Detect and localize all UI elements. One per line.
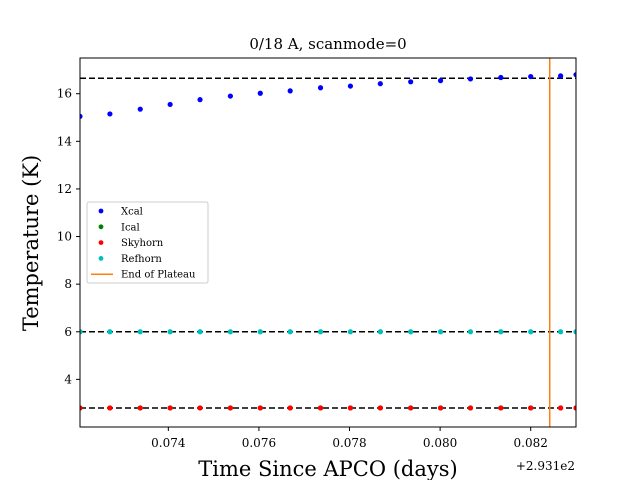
legend-label: Skyhorn [121,238,164,249]
legend-box [86,201,209,284]
refhorn-point [408,329,414,335]
refhorn-point [317,329,324,335]
legend-marker-skyhorn [98,240,104,246]
xcal-point [197,97,203,103]
refhorn-point [528,329,534,335]
refhorn-point [80,329,83,335]
y-axis: 4 6 8 10 12 14 16 [57,87,80,386]
legend-marker-refhorn [98,256,104,261]
skyhorn-point [377,405,383,411]
refhorn-point [498,329,504,335]
refhorn-point [287,329,293,335]
xcal-point [557,73,564,79]
skyhorn-point [557,405,564,411]
xcal-point [107,111,113,117]
xcal-point [573,72,576,78]
plot-marks [80,58,576,427]
y-tick-label: 14 [57,134,73,148]
y-tick-label: 6 [64,325,72,339]
skyhorn-point [408,405,414,411]
refhorn-point [467,329,474,335]
x-tick-label: 0.078 [332,436,366,450]
refhorn-point [257,329,263,335]
xcal-point [437,78,444,84]
y-tick-label: 16 [57,87,72,101]
skyhorn-point [257,405,263,411]
skyhorn-point [137,405,143,411]
plot-area [79,57,577,428]
chart-title: 0/18 A, scanmode=0 [249,35,406,53]
xcal-point [377,81,383,87]
skyhorn-point [437,405,444,411]
plot-frame [79,57,577,428]
skyhorn-point [167,405,173,411]
xcal-point [498,74,504,81]
skyhorn-point [197,405,203,411]
x-tick-label: 0.074 [151,436,186,450]
legend-label: Refhorn [121,254,162,265]
xcal-point [137,106,143,112]
skyhorn-point [107,405,113,411]
y-axis-label: Temperature (K) [19,155,43,331]
skyhorn-point [573,405,576,411]
legend: Xcal Ical Skyhorn Refhorn End of Plateau [86,201,209,284]
refhorn-point [107,329,113,335]
x-tick-label: 0.082 [514,436,548,450]
xcal-point [257,90,263,96]
x-tick-label: 0.076 [242,436,276,450]
xcal-point [528,73,534,80]
y-tick-label: 12 [57,182,72,196]
skyhorn-point [498,405,504,411]
skyhorn-point [227,405,233,411]
y-tick-label: 10 [57,230,72,244]
refhorn-point [137,329,143,335]
skyhorn-point [528,405,534,411]
x-axis-label: Time Since APCO (days) [198,457,457,480]
skyhorn-point [80,405,83,411]
refhorn-point [557,329,564,335]
refhorn-point [167,329,173,335]
legend-marker-xcal [98,208,104,214]
y-tick-label: 8 [64,277,72,291]
x-axis-offset-label: +2.931e2 [516,459,575,473]
x-axis: 0.074 0.076 0.078 0.080 0.082 [151,427,548,450]
refhorn-point [227,329,233,335]
xcal-point [408,79,414,85]
legend-label: End of Plateau [121,270,196,281]
y-tick-label: 4 [64,372,72,386]
skyhorn-point [287,405,293,411]
xcal-point [80,113,83,119]
refhorn-point [197,329,203,335]
skyhorn-point [467,405,474,411]
xcal-point [347,83,354,89]
refhorn-point [347,329,354,335]
xcal-point [287,88,293,94]
xcal-point [317,85,324,91]
skyhorn-point [317,405,324,411]
refhorn-point [573,329,576,335]
skyhorn-point [347,405,354,411]
refhorn-point [377,329,383,335]
xcal-point [167,101,173,108]
legend-marker-ical [98,224,104,230]
x-tick-label: 0.080 [423,436,457,450]
legend-label: Ical [121,222,140,233]
xcal-point [467,76,474,82]
refhorn-point [437,329,444,335]
xcal-point [227,93,233,99]
legend-label: Xcal [121,207,143,218]
